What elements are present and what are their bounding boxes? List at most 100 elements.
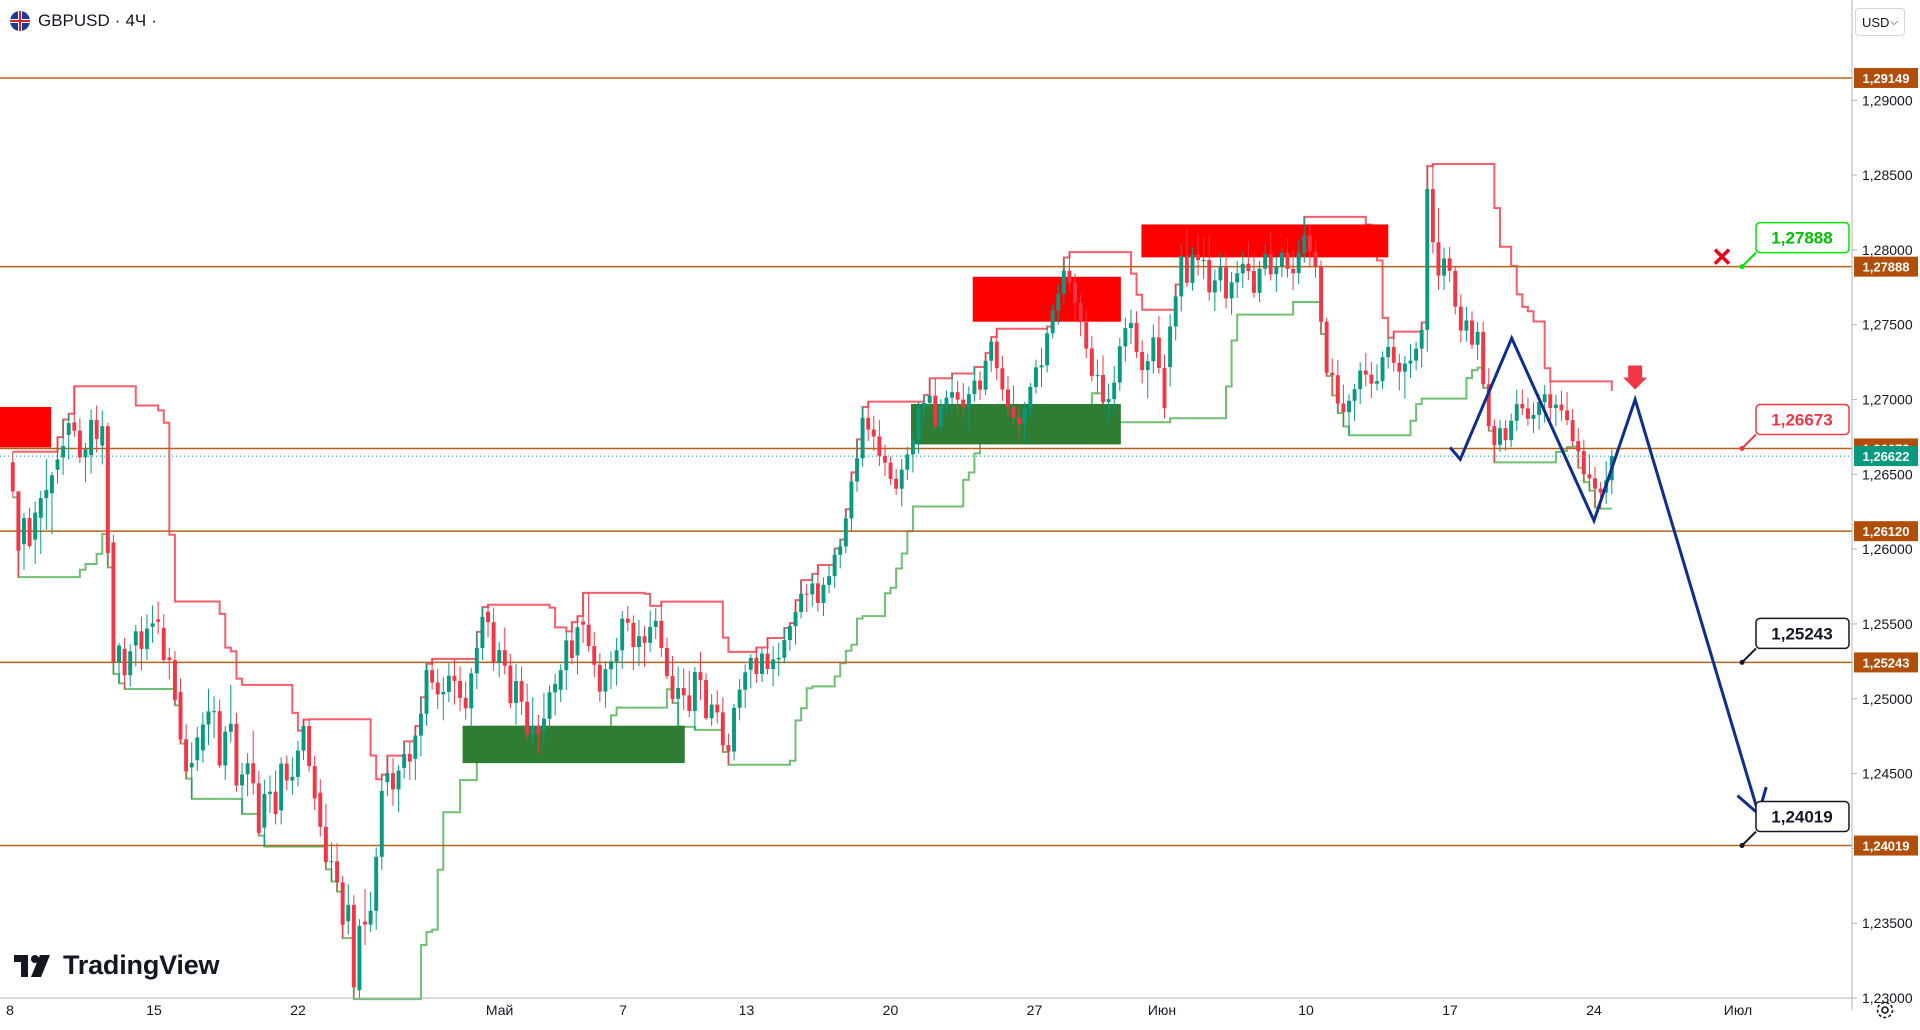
candle-body (1106, 399, 1111, 403)
candle-body (446, 675, 451, 692)
time-tick-label: 8 (6, 1002, 14, 1018)
candle-body (44, 490, 49, 499)
candle-body (318, 792, 323, 827)
price-tick-label: 1,24500 (1862, 766, 1913, 782)
candle-body (1548, 394, 1553, 409)
candle-body (1140, 351, 1145, 371)
candle-body (178, 692, 183, 740)
candle-body (1056, 293, 1061, 311)
candle-body (1464, 320, 1469, 331)
candle-body (978, 380, 982, 390)
callout-box (1755, 221, 1850, 254)
candle-body (899, 469, 904, 489)
candle-body (737, 689, 742, 708)
price-callout[interactable]: 1,25243 (1739, 617, 1850, 665)
candle-body (799, 593, 804, 612)
candle-body (709, 704, 714, 719)
candle-body (1352, 389, 1357, 401)
forecast-zigzag[interactable] (1448, 334, 1761, 815)
candle-body (1509, 420, 1514, 441)
callout-box (1755, 800, 1850, 833)
candle-body (1084, 322, 1089, 349)
candle-body (804, 593, 809, 595)
candle-body (609, 661, 613, 670)
candle-body (1011, 406, 1016, 418)
candle-body (1380, 357, 1385, 382)
time-tick-label: 22 (290, 1002, 306, 1018)
horizontal-levels[interactable] (0, 77, 1852, 847)
time-tick-label: 10 (1298, 1002, 1314, 1018)
candle-body (905, 454, 910, 470)
callout-pointer (1741, 433, 1757, 450)
interval-label: 4Ч (125, 11, 147, 30)
candle-body (172, 660, 177, 700)
candle-body (391, 773, 395, 790)
candle-body (323, 826, 328, 863)
price-callout[interactable]: 1,26673 (1739, 403, 1850, 451)
candle-body (541, 718, 546, 731)
callout-box (1755, 617, 1850, 650)
price-callouts[interactable]: 1,27888 1,26673 1,25243 1,24019 (1713, 221, 1850, 849)
candle-body (687, 695, 692, 712)
candle-body (670, 676, 675, 699)
candle-body (715, 704, 720, 713)
candle-body (748, 657, 753, 670)
candle-body (989, 341, 994, 361)
level-price-tag[interactable]: 1,24019 (1854, 835, 1918, 856)
callout-anchor (1739, 445, 1745, 451)
candle-body (1123, 328, 1128, 347)
candle-body (860, 417, 865, 459)
candle-body (1101, 374, 1105, 403)
currency-selector[interactable]: USD ⌵ (1855, 8, 1905, 36)
candle-body (659, 620, 664, 648)
candle-body (1363, 370, 1368, 375)
candle-body (888, 462, 893, 479)
candle-body (83, 449, 88, 458)
candle-body (441, 691, 446, 695)
settings-gear-icon[interactable] (1873, 998, 1897, 1022)
tradingview-logo[interactable]: TradingView (14, 950, 220, 981)
price-callout[interactable]: 1,27888 (1713, 221, 1850, 270)
level-tag-bg (1854, 652, 1918, 673)
callout-label: 1,26673 (1771, 410, 1832, 429)
candle-body (950, 392, 955, 398)
price-callout[interactable]: 1,24019 (1739, 800, 1850, 849)
forecast-path[interactable] (1448, 334, 1768, 817)
time-tick-label: 20 (883, 1002, 899, 1018)
candle-body (955, 392, 960, 400)
candle-body (732, 707, 736, 752)
level-tag-label: 1,27888 (1863, 260, 1910, 275)
level-tag-bg (1854, 835, 1918, 856)
candle-body (793, 611, 798, 627)
candle-body (1553, 404, 1558, 409)
candle-body (212, 711, 217, 713)
candle-body (1162, 367, 1167, 409)
level-price-tag[interactable]: 1,26120 (1854, 521, 1918, 542)
candle-body (553, 683, 558, 693)
candle-body (1587, 474, 1592, 479)
candle-body (357, 925, 362, 991)
candle-body (33, 512, 38, 540)
candle-body (117, 645, 121, 663)
level-price-tag[interactable]: 1,27888 (1854, 256, 1918, 277)
candle-body (676, 687, 681, 699)
current-price-tag[interactable]: 1,26622 (1854, 446, 1918, 467)
price-tick-label: 1,27500 (1862, 317, 1913, 333)
candle-body (1224, 267, 1228, 299)
candle-body (810, 583, 815, 595)
candle-body (94, 420, 99, 439)
candle-body (128, 651, 133, 676)
candle-body (1525, 408, 1530, 419)
candle-body (167, 657, 172, 661)
time-tick-label: 27 (1027, 1002, 1043, 1018)
candle-body (474, 648, 479, 674)
candle-body (307, 726, 312, 767)
candle-body (1285, 252, 1290, 269)
price-tick-label: 1,25500 (1862, 616, 1913, 632)
symbol-header[interactable]: GBPUSD · 4Ч · (10, 8, 163, 34)
price-tick-label: 1,28500 (1862, 167, 1913, 183)
level-price-tag[interactable]: 1,29149 (1854, 67, 1918, 88)
level-price-tag[interactable]: 1,25243 (1854, 652, 1918, 673)
